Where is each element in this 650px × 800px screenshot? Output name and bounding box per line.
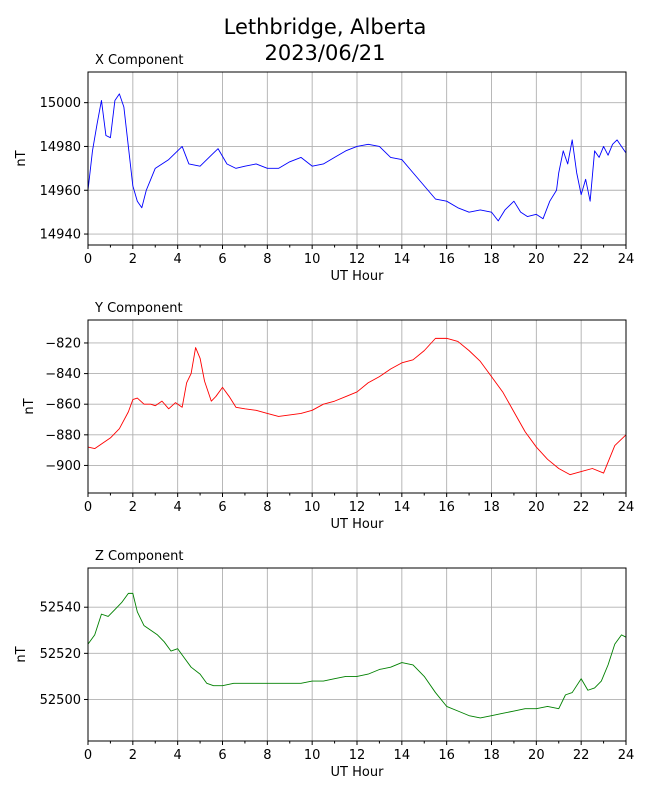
y-xtick-label: 16 xyxy=(438,500,455,515)
y-ytick-label: −900 xyxy=(45,459,81,474)
x-component-subtitle: X Component xyxy=(95,53,184,68)
x-xtick-label: 22 xyxy=(573,252,590,267)
z-xtick-label: 2 xyxy=(129,748,137,763)
x-xtick-label: 6 xyxy=(218,252,226,267)
x-xtick-label: 12 xyxy=(349,252,366,267)
y-xtick-label: 20 xyxy=(528,500,545,515)
z-xtick-label: 4 xyxy=(174,748,182,763)
z-xtick-label: 24 xyxy=(618,748,635,763)
y-yaxis-label: nT xyxy=(22,398,37,414)
z-xtick-label: 22 xyxy=(573,748,590,763)
z-xtick-label: 0 xyxy=(84,748,92,763)
x-ytick-label: 14940 xyxy=(40,228,81,243)
z-xtick-label: 20 xyxy=(528,748,545,763)
x-xtick-label: 0 xyxy=(84,252,92,267)
z-xtick-label: 12 xyxy=(349,748,366,763)
x-xtick-label: 4 xyxy=(174,252,182,267)
y-ytick-label: −880 xyxy=(45,428,81,443)
x-xtick-label: 24 xyxy=(618,252,635,267)
y-xtick-label: 8 xyxy=(263,500,271,515)
z-yaxis-label: nT xyxy=(14,646,29,662)
y-xtick-label: 4 xyxy=(174,500,182,515)
z-component-series-line xyxy=(87,592,627,719)
z-xtick-label: 14 xyxy=(394,748,411,763)
x-xtick-label: 16 xyxy=(438,252,455,267)
y-xtick-label: 6 xyxy=(218,500,226,515)
figure-title-line2: 2023/06/21 xyxy=(264,41,385,65)
y-xtick-label: 22 xyxy=(573,500,590,515)
y-xtick-label: 18 xyxy=(483,500,500,515)
x-ytick-label: 14980 xyxy=(40,140,81,155)
y-xtick-label: 24 xyxy=(618,500,635,515)
x-xtick-label: 2 xyxy=(129,252,137,267)
x-component-panel: 0 2 4 6 8 10 12 14 16 18 20 22 241494014960149801500… xyxy=(14,53,634,284)
z-xaxis-label: UT Hour xyxy=(331,765,385,780)
z-ytick-label: 52520 xyxy=(40,647,81,662)
z-ytick-label: 52500 xyxy=(40,693,81,708)
x-xtick-label: 20 xyxy=(528,252,545,267)
y-xtick-label: 14 xyxy=(394,500,411,515)
y-xtick-label: 12 xyxy=(349,500,366,515)
y-xaxis-label: UT Hour xyxy=(331,517,385,532)
x-ytick-label: 15000 xyxy=(40,96,81,111)
y-xtick-label: 0 xyxy=(84,500,92,515)
x-ytick-label: 14960 xyxy=(40,184,81,199)
z-ytick-label: 52540 xyxy=(40,601,81,616)
y-xtick-label: 2 xyxy=(129,500,137,515)
y-component-series-line xyxy=(87,337,627,476)
x-xtick-label: 14 xyxy=(394,252,411,267)
y-component-panel: 0 2 4 6 8 10 12 14 16 18 20 22 24−900−880−860−840−82… xyxy=(22,301,634,532)
x-xtick-label: 18 xyxy=(483,252,500,267)
x-yaxis-label: nT xyxy=(14,150,29,166)
z-xtick-label: 16 xyxy=(438,748,455,763)
z-xtick-label: 8 xyxy=(263,748,271,763)
y-xtick-label: 10 xyxy=(304,500,321,515)
z-xtick-label: 10 xyxy=(304,748,321,763)
z-xtick-label: 18 xyxy=(483,748,500,763)
z-xtick-label: 6 xyxy=(218,748,226,763)
figure-title-line1: Lethbridge, Alberta xyxy=(224,15,427,39)
y-ytick-label: −840 xyxy=(45,367,81,382)
z-component-subtitle: Z Component xyxy=(95,549,184,564)
y-ytick-label: −860 xyxy=(45,398,81,413)
x-xtick-label: 10 xyxy=(304,252,321,267)
x-xtick-label: 8 xyxy=(263,252,271,267)
chart-panels: 0 2 4 6 8 10 12 14 16 18 20 22 241494014960149801500… xyxy=(14,53,634,780)
y-ytick-label: −820 xyxy=(45,336,81,351)
y-component-subtitle: Y Component xyxy=(94,301,183,316)
x-component-series-line xyxy=(87,93,627,222)
x-xaxis-label: UT Hour xyxy=(331,269,385,284)
